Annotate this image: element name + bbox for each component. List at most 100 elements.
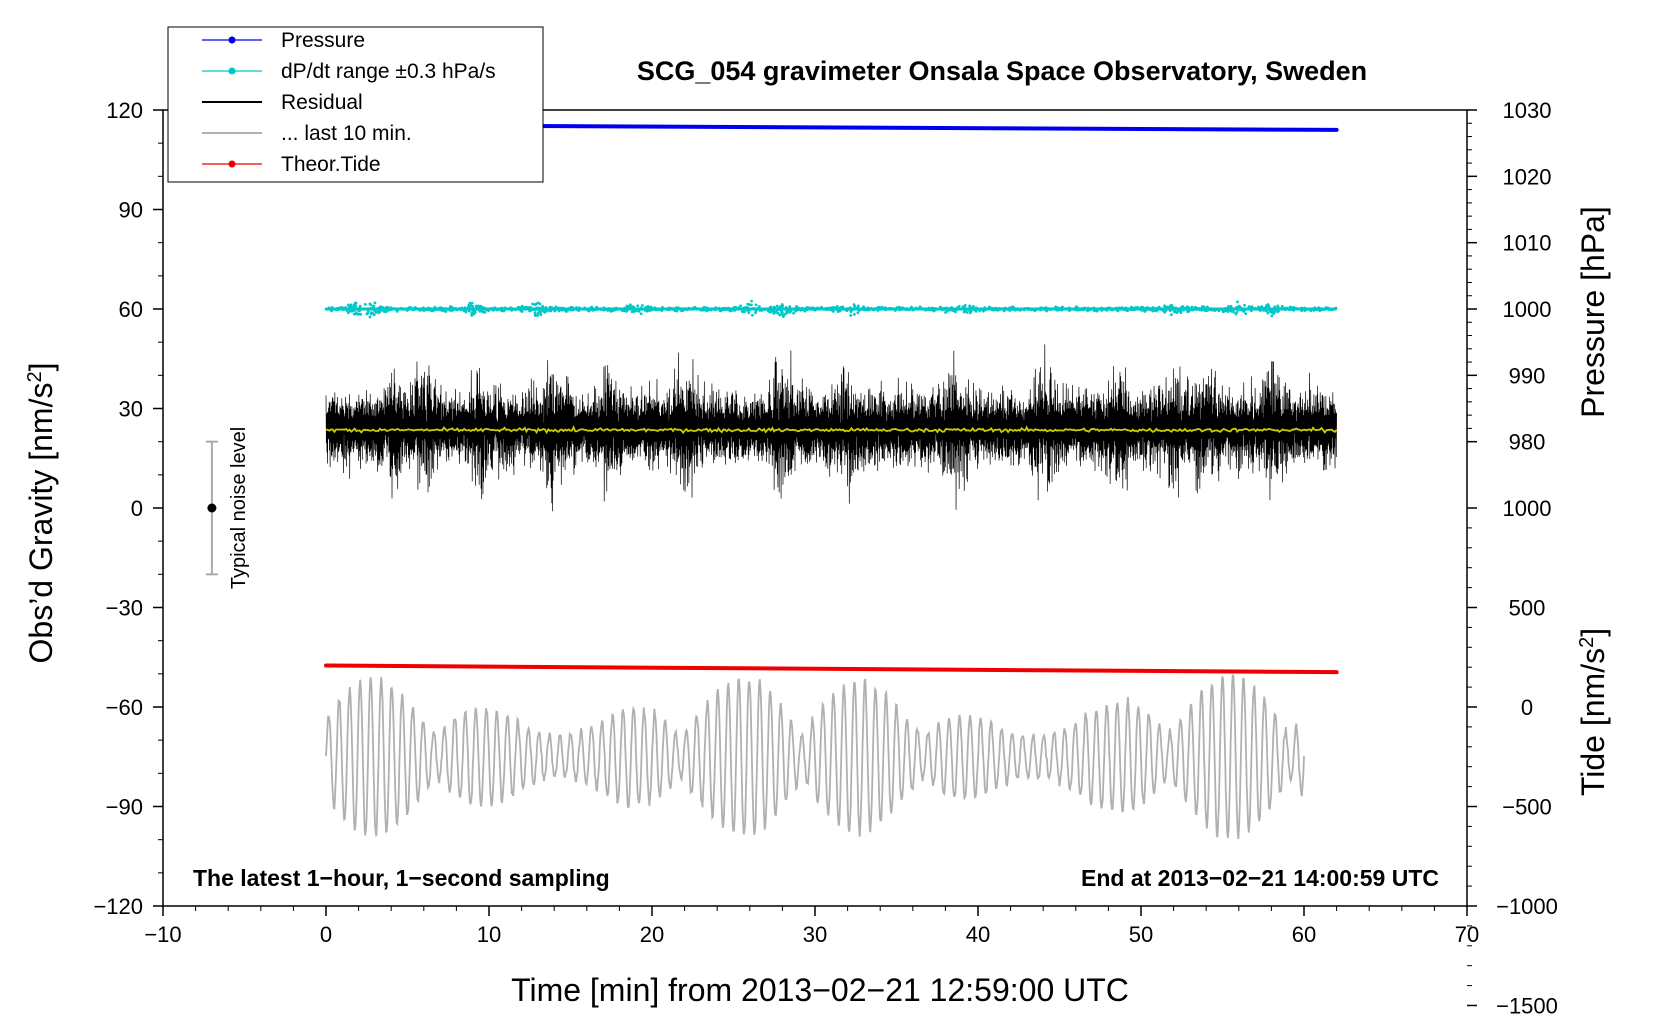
dpdt-point — [1223, 309, 1227, 313]
legend: Pressure dP/dt range ±0.3 hPa/s Residual..… — [167, 26, 544, 183]
dpdt-point — [1276, 310, 1280, 314]
dpdt-point — [1004, 307, 1008, 310]
annotation-sampling: The latest 1−hour, 1−second sampling — [193, 865, 610, 891]
dpdt-point — [1010, 305, 1014, 309]
pressure-axis-ticks: 980 990 1000 1010 1020 1030 — [1467, 98, 1551, 455]
dpdt-point — [520, 304, 524, 308]
dpdt-point — [596, 307, 599, 311]
dpdt-point — [595, 305, 599, 309]
dpdt-point — [516, 305, 520, 309]
dpdt-point — [471, 308, 475, 312]
chart-title: SCG_054 gravimeter Onsala Space Observat… — [637, 56, 1367, 86]
dpdt-point — [951, 308, 955, 312]
dpdt-point — [1190, 305, 1194, 309]
dpdt-point — [1252, 307, 1256, 311]
dpdt-point — [1095, 307, 1099, 311]
dpdt-point — [564, 307, 568, 311]
dpdt-point — [325, 308, 329, 311]
dpdt-point — [829, 307, 833, 311]
dpdt-point — [368, 315, 372, 319]
dpdt-point — [636, 304, 640, 308]
dpdt-point — [747, 311, 751, 315]
dpdt-point — [667, 307, 671, 311]
dpdt-point — [1039, 306, 1042, 310]
dpdt-point — [907, 308, 911, 312]
dpdt-point — [944, 311, 947, 314]
dpdt-point — [983, 306, 987, 310]
dpdt-point — [628, 303, 632, 307]
dpdt-point — [974, 307, 978, 311]
dpdt-point — [946, 307, 950, 311]
dpdt-point — [462, 307, 465, 311]
dpdt-series — [324, 299, 1338, 319]
dpdt-point — [469, 304, 473, 308]
dpdt-point — [940, 307, 944, 311]
dpdt-point — [535, 306, 539, 310]
dpdt-point — [747, 306, 750, 310]
dpdt-point — [835, 305, 839, 308]
dpdt-point — [1114, 307, 1118, 310]
dpdt-point — [590, 307, 594, 311]
dpdt-point — [1217, 309, 1221, 313]
noise-label: Typical noise level — [228, 427, 250, 589]
dpdt-point — [478, 309, 482, 313]
dpdt-point — [541, 304, 545, 308]
dpdt-point — [922, 307, 926, 311]
dpdt-point — [1118, 307, 1121, 311]
dpdt-point — [501, 309, 505, 313]
residual-series — [325, 344, 1337, 512]
dpdt-point — [1157, 306, 1161, 310]
dpdt-point — [547, 307, 551, 310]
dpdt-point — [354, 311, 358, 314]
dpdt-point — [443, 308, 447, 311]
dpdt-point — [354, 304, 358, 308]
dpdt-point — [535, 302, 538, 306]
dpdt-point — [574, 307, 578, 311]
dpdt-point — [1226, 308, 1230, 312]
dpdt-point — [1104, 307, 1108, 311]
dpdt-point — [1039, 308, 1043, 312]
dpdt-point — [722, 306, 726, 310]
dpdt-point — [750, 299, 753, 303]
dpdt-point — [1302, 307, 1306, 311]
y-tick-label: 90 — [119, 198, 143, 223]
dpdt-point — [890, 307, 894, 311]
y-tick-label: −120 — [93, 894, 143, 919]
dpdt-point — [1107, 306, 1111, 310]
x-tick-label: −10 — [144, 922, 181, 947]
dpdt-point — [741, 306, 745, 310]
dpdt-point — [407, 306, 411, 310]
dpdt-point — [540, 308, 544, 312]
annotation-end-time: End at 2013−02−21 14:00:59 UTC — [1081, 865, 1439, 891]
dpdt-point — [1234, 312, 1238, 316]
dpdt-point — [366, 311, 370, 315]
dpdt-point — [1334, 306, 1338, 310]
dpdt-point — [746, 302, 750, 306]
dpdt-point — [626, 305, 630, 308]
dpdt-point — [630, 310, 634, 314]
dpdt-point — [838, 308, 842, 312]
dpdt-point — [1009, 307, 1013, 311]
dpdt-point — [1015, 307, 1018, 311]
dpdt-point — [1237, 308, 1240, 312]
dpdt-point — [673, 307, 677, 311]
x-tick-label: 10 — [477, 922, 501, 947]
x-tick-label: 50 — [1129, 922, 1153, 947]
dpdt-point — [701, 308, 705, 312]
dpdt-point — [949, 306, 953, 310]
dpdt-point — [447, 307, 451, 311]
dpdt-point — [484, 307, 487, 311]
dpdt-point — [1266, 303, 1270, 306]
dpdt-point — [794, 309, 797, 313]
y-tick-label: −30 — [106, 596, 143, 621]
dpdt-point — [797, 306, 800, 310]
dpdt-point — [680, 307, 684, 311]
dpdt-point — [1265, 309, 1269, 313]
dpdt-point — [774, 310, 778, 314]
dpdt-point — [647, 309, 651, 312]
dpdt-point — [571, 306, 574, 310]
dpdt-point — [533, 311, 537, 315]
dpdt-point — [1273, 310, 1277, 314]
dpdt-point — [467, 303, 471, 307]
dpdt-point — [568, 306, 571, 310]
